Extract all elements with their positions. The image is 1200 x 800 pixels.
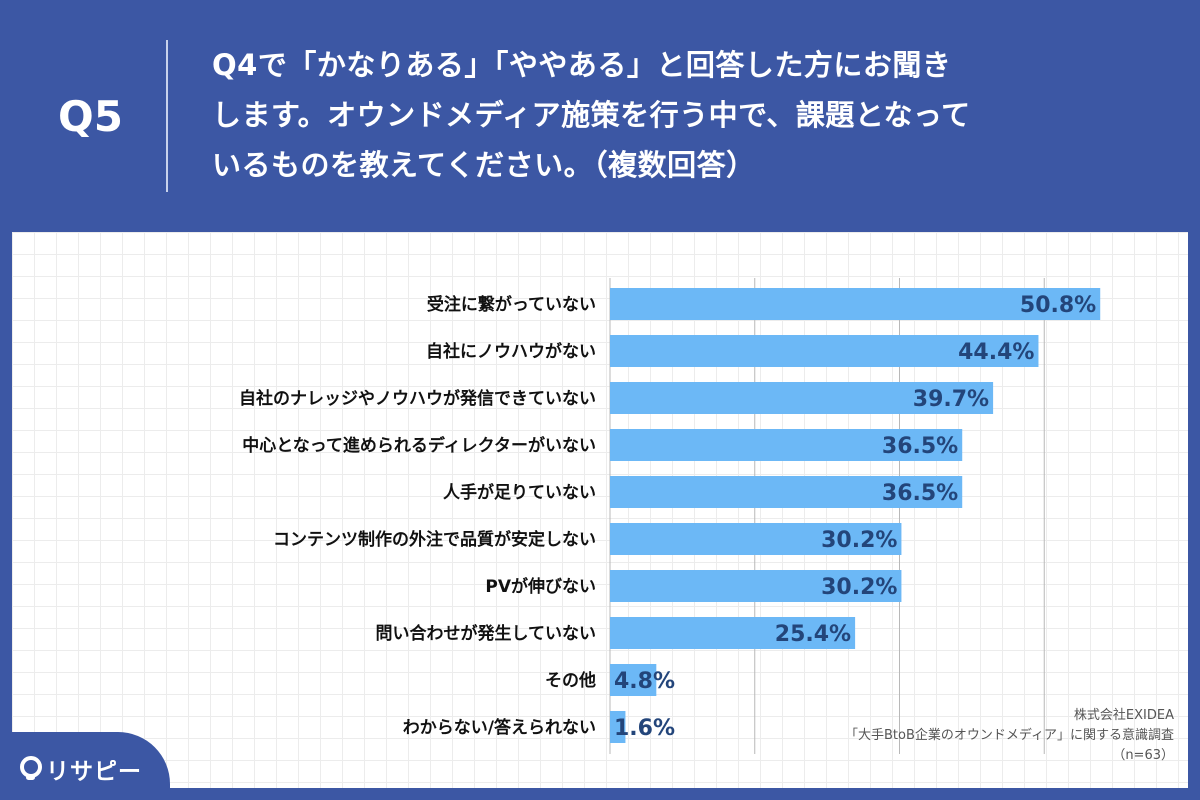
- chart-panel: 受注に繋がっていない 50.8% 自社にノウハウがない 44.4% 自社のナレッジやノウ…: [12, 232, 1188, 788]
- value-label-9: 1.6%: [614, 716, 675, 741]
- bar-4: [610, 476, 963, 508]
- source-note: 株式会社EXIDEA 「大手BtoB企業のオウンドメディア」に関する意識調査 （…: [845, 706, 1174, 766]
- bar-3: [610, 429, 963, 461]
- category-label-8: その他: [545, 670, 596, 691]
- question-number: Q5: [58, 92, 123, 141]
- bar-1: [610, 335, 1039, 367]
- value-label-6: 30.2%: [821, 575, 897, 600]
- value-label-7: 25.4%: [775, 622, 851, 647]
- question-text: Q4で「かなりある」「ややある」と回答した方にお聞き します。オウンドメディア施…: [212, 48, 971, 182]
- bar-7: [610, 617, 856, 649]
- value-label-8: 4.8%: [614, 669, 675, 694]
- bar-chart: 受注に繋がっていない 50.8% 自社にノウハウがない 44.4% 自社のナレッジやノウ…: [239, 278, 1101, 754]
- source-company: 株式会社EXIDEA: [1073, 708, 1174, 723]
- bar-2: [610, 382, 994, 414]
- category-label-2: 自社のナレッジやノウハウが発信できていない: [239, 388, 596, 409]
- value-label-0: 50.8%: [1020, 293, 1096, 318]
- category-label-5: コンテンツ制作の外注で品質が安定しない: [273, 529, 596, 550]
- header-divider: [166, 40, 168, 192]
- bar-8: [610, 664, 657, 696]
- category-label-9: わからない/答えられない: [403, 717, 596, 738]
- category-label-3: 中心となって進められるディレクターがいない: [242, 435, 596, 456]
- brand-logo: リサピー: [0, 732, 170, 800]
- category-label-0: 受注に繋がっていない: [427, 294, 596, 315]
- category-label-6: PVが伸びない: [485, 576, 596, 597]
- category-label-4: 人手が足りていない: [443, 482, 596, 503]
- logo-text: リサピー: [46, 759, 142, 785]
- value-label-1: 44.4%: [958, 340, 1034, 365]
- category-label-1: 自社にノウハウがない: [426, 341, 596, 362]
- value-label-2: 39.7%: [913, 387, 989, 412]
- location-pin-base: [26, 775, 35, 780]
- bar-9: [610, 711, 626, 743]
- value-label-3: 36.5%: [882, 434, 958, 459]
- header: Q5 Q4で「かなりある」「ややある」と回答した方にお聞き します。オウンドメデ…: [0, 0, 1200, 230]
- category-label-7: 問い合わせが発生していない: [376, 623, 597, 644]
- value-label-4: 36.5%: [882, 481, 958, 506]
- value-label-5: 30.2%: [821, 528, 897, 553]
- bar-0: [610, 288, 1101, 320]
- source-sample: （n=63）: [1112, 748, 1174, 763]
- source-survey: 「大手BtoB企業のオウンドメディア」に関する意識調査: [845, 728, 1174, 743]
- bar-5: [610, 523, 902, 555]
- bar-6: [610, 570, 902, 602]
